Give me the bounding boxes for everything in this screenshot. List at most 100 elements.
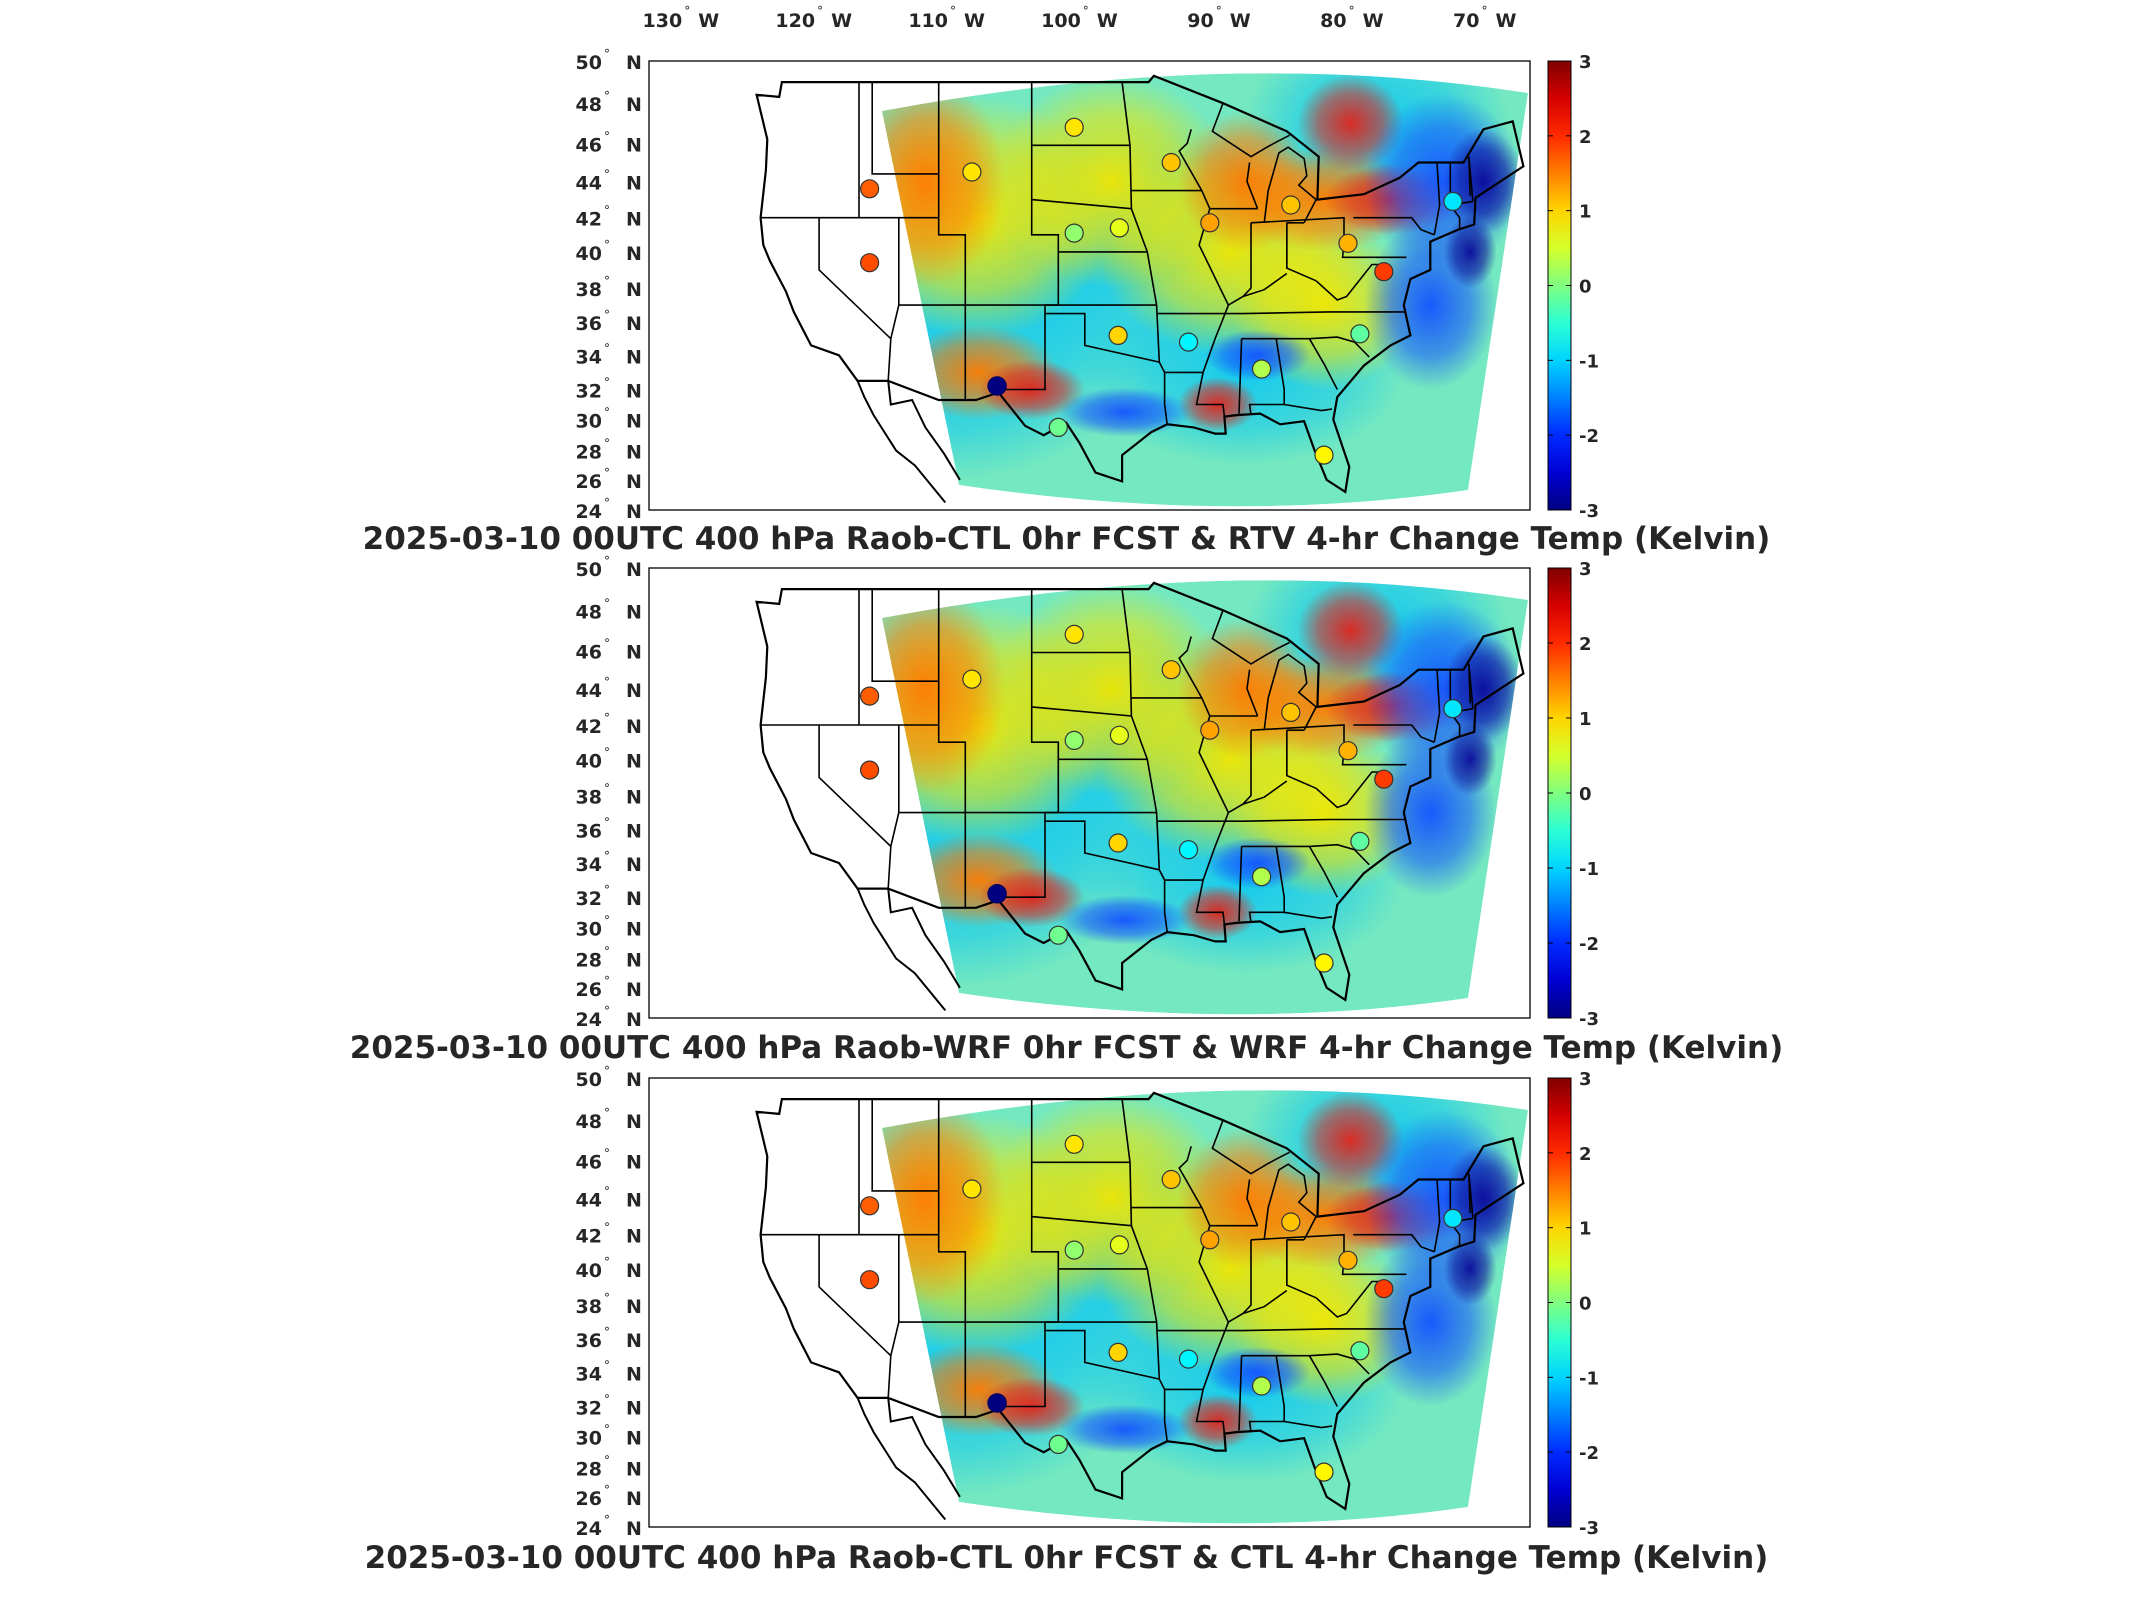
state-boundary (937, 589, 967, 908)
lat-tick-degree: ° (604, 554, 610, 568)
us-outline (755, 74, 1525, 494)
lon-tick-label: 80 (1320, 10, 1346, 32)
state-boundary (1353, 1233, 1435, 1253)
lat-tick-label: 32 (576, 1398, 602, 1420)
lon-tick-label: 120 (775, 10, 815, 32)
lat-tick-hemisphere: N (626, 209, 642, 231)
lat-tick-degree: ° (604, 89, 610, 103)
lat-tick-label: 38 (576, 279, 602, 301)
raob-point (1443, 191, 1463, 211)
colorbar-tick-label: 3 (1579, 52, 1592, 73)
field-anomaly (1058, 895, 1192, 945)
state-boundary (1308, 338, 1339, 390)
lon-tick-degree: ° (1083, 4, 1089, 18)
lat-tick-label: 48 (576, 94, 602, 116)
colorbar-tick-label: -2 (1579, 426, 1599, 447)
lat-tick-degree: ° (604, 1358, 610, 1372)
state-boundary (1238, 1355, 1243, 1431)
lat-tick-hemisphere: N (626, 1459, 642, 1481)
lon-tick-hemisphere: W (1097, 10, 1118, 32)
raob-point (1350, 1341, 1370, 1361)
lon-tick-hemisphere: W (964, 10, 985, 32)
lat-tick-degree: ° (604, 496, 610, 510)
raob-point (1200, 1230, 1220, 1250)
state-boundary (1211, 610, 1290, 665)
lat-tick-degree: ° (604, 675, 610, 689)
lat-tick-degree: ° (604, 1221, 610, 1235)
lat-tick-degree: ° (604, 1423, 610, 1437)
lat-tick-hemisphere: N (626, 1069, 642, 1091)
lon-tick-degree: ° (1482, 4, 1488, 18)
panel-3-title: 2025-03-10 00UTC 400 hPa Raob-CTL 0hr FC… (364, 1540, 1769, 1576)
state-boundary (871, 82, 939, 175)
raob-point (1064, 223, 1084, 243)
raob-point (1281, 195, 1301, 215)
state-boundary (1433, 162, 1441, 235)
colorbar-tick-label: 3 (1579, 1069, 1592, 1090)
raob-point (1048, 925, 1068, 945)
lat-tick-label: 44 (576, 1190, 602, 1212)
lat-tick-degree: ° (604, 1064, 610, 1078)
lat-tick-label: 50 (576, 559, 602, 581)
lat-tick-hemisphere: N (626, 1151, 642, 1173)
lat-tick-degree: ° (604, 47, 610, 61)
lat-tick-degree: ° (604, 466, 610, 480)
state-boundary (1246, 1179, 1259, 1226)
map-border (648, 1077, 1531, 1528)
lat-tick-hemisphere: N (626, 313, 642, 335)
raob-point (1374, 262, 1394, 282)
colorbar-tick-label: 2 (1579, 634, 1592, 655)
lat-tick-degree: ° (604, 129, 610, 143)
lat-tick-hemisphere: N (626, 243, 642, 265)
field-anomaly (1204, 837, 1311, 889)
field-anomaly (1443, 1145, 1524, 1252)
lat-tick-hemisphere: N (626, 94, 642, 116)
lat-tick-degree: ° (604, 849, 610, 863)
field-anomaly (1177, 111, 1311, 252)
colorbar-tick-label: -2 (1579, 934, 1599, 955)
raob-point (1350, 831, 1370, 852)
state-boundary (1241, 843, 1370, 866)
colorbar-tick-label: 0 (1579, 277, 1592, 298)
state-boundary (1031, 706, 1132, 717)
lat-tick-label: 30 (576, 918, 602, 940)
state-boundary (1263, 146, 1318, 224)
lat-tick-label: 26 (576, 979, 602, 1001)
lat-tick-degree: ° (604, 341, 610, 355)
state-boundary (1263, 1163, 1318, 1241)
state-boundary (1242, 1289, 1288, 1315)
state-boundary (1221, 311, 1406, 315)
lat-tick-label: 40 (576, 1260, 602, 1282)
lat-tick-degree: ° (604, 1393, 610, 1407)
lon-tick-hemisphere: W (831, 10, 852, 32)
raob-point (1109, 218, 1130, 238)
raob-point (1048, 1434, 1068, 1455)
panel-3: 50 ° N48 ° N46 ° N44 ° N42 ° N40 ° N38 ° N36 ° N34 ° N32 ° N… (576, 1064, 1599, 1540)
raob-point (859, 253, 880, 273)
raob-point (1048, 417, 1068, 437)
state-boundary (1353, 724, 1435, 743)
state-boundary (1211, 102, 1290, 158)
field-anomaly (1204, 1346, 1311, 1398)
map-border (648, 60, 1531, 511)
lat-tick-label: 42 (576, 716, 602, 738)
state-boundary (937, 1099, 967, 1417)
lat-tick-hemisphere: N (626, 787, 642, 809)
state-boundary (1308, 1355, 1339, 1407)
lat-tick-degree: ° (604, 883, 610, 897)
lat-tick-label: 50 (576, 52, 602, 74)
lat-tick-label: 38 (576, 787, 602, 809)
lat-tick-degree: ° (604, 1146, 610, 1160)
lat-tick-degree: ° (604, 376, 610, 390)
colorbar-tick-label: 2 (1579, 1144, 1592, 1165)
mexico-coastline (856, 888, 947, 1012)
colorbar-tick-label: -1 (1579, 859, 1599, 880)
gulf-of-california-coast (887, 888, 961, 989)
raob-point (1161, 660, 1181, 680)
state-boundary (1045, 312, 1160, 363)
lat-tick-degree: ° (604, 168, 610, 182)
field-anomaly (1058, 387, 1192, 437)
state-boundary (1241, 1353, 1370, 1375)
colorbar-tick-label: 0 (1579, 1294, 1592, 1315)
